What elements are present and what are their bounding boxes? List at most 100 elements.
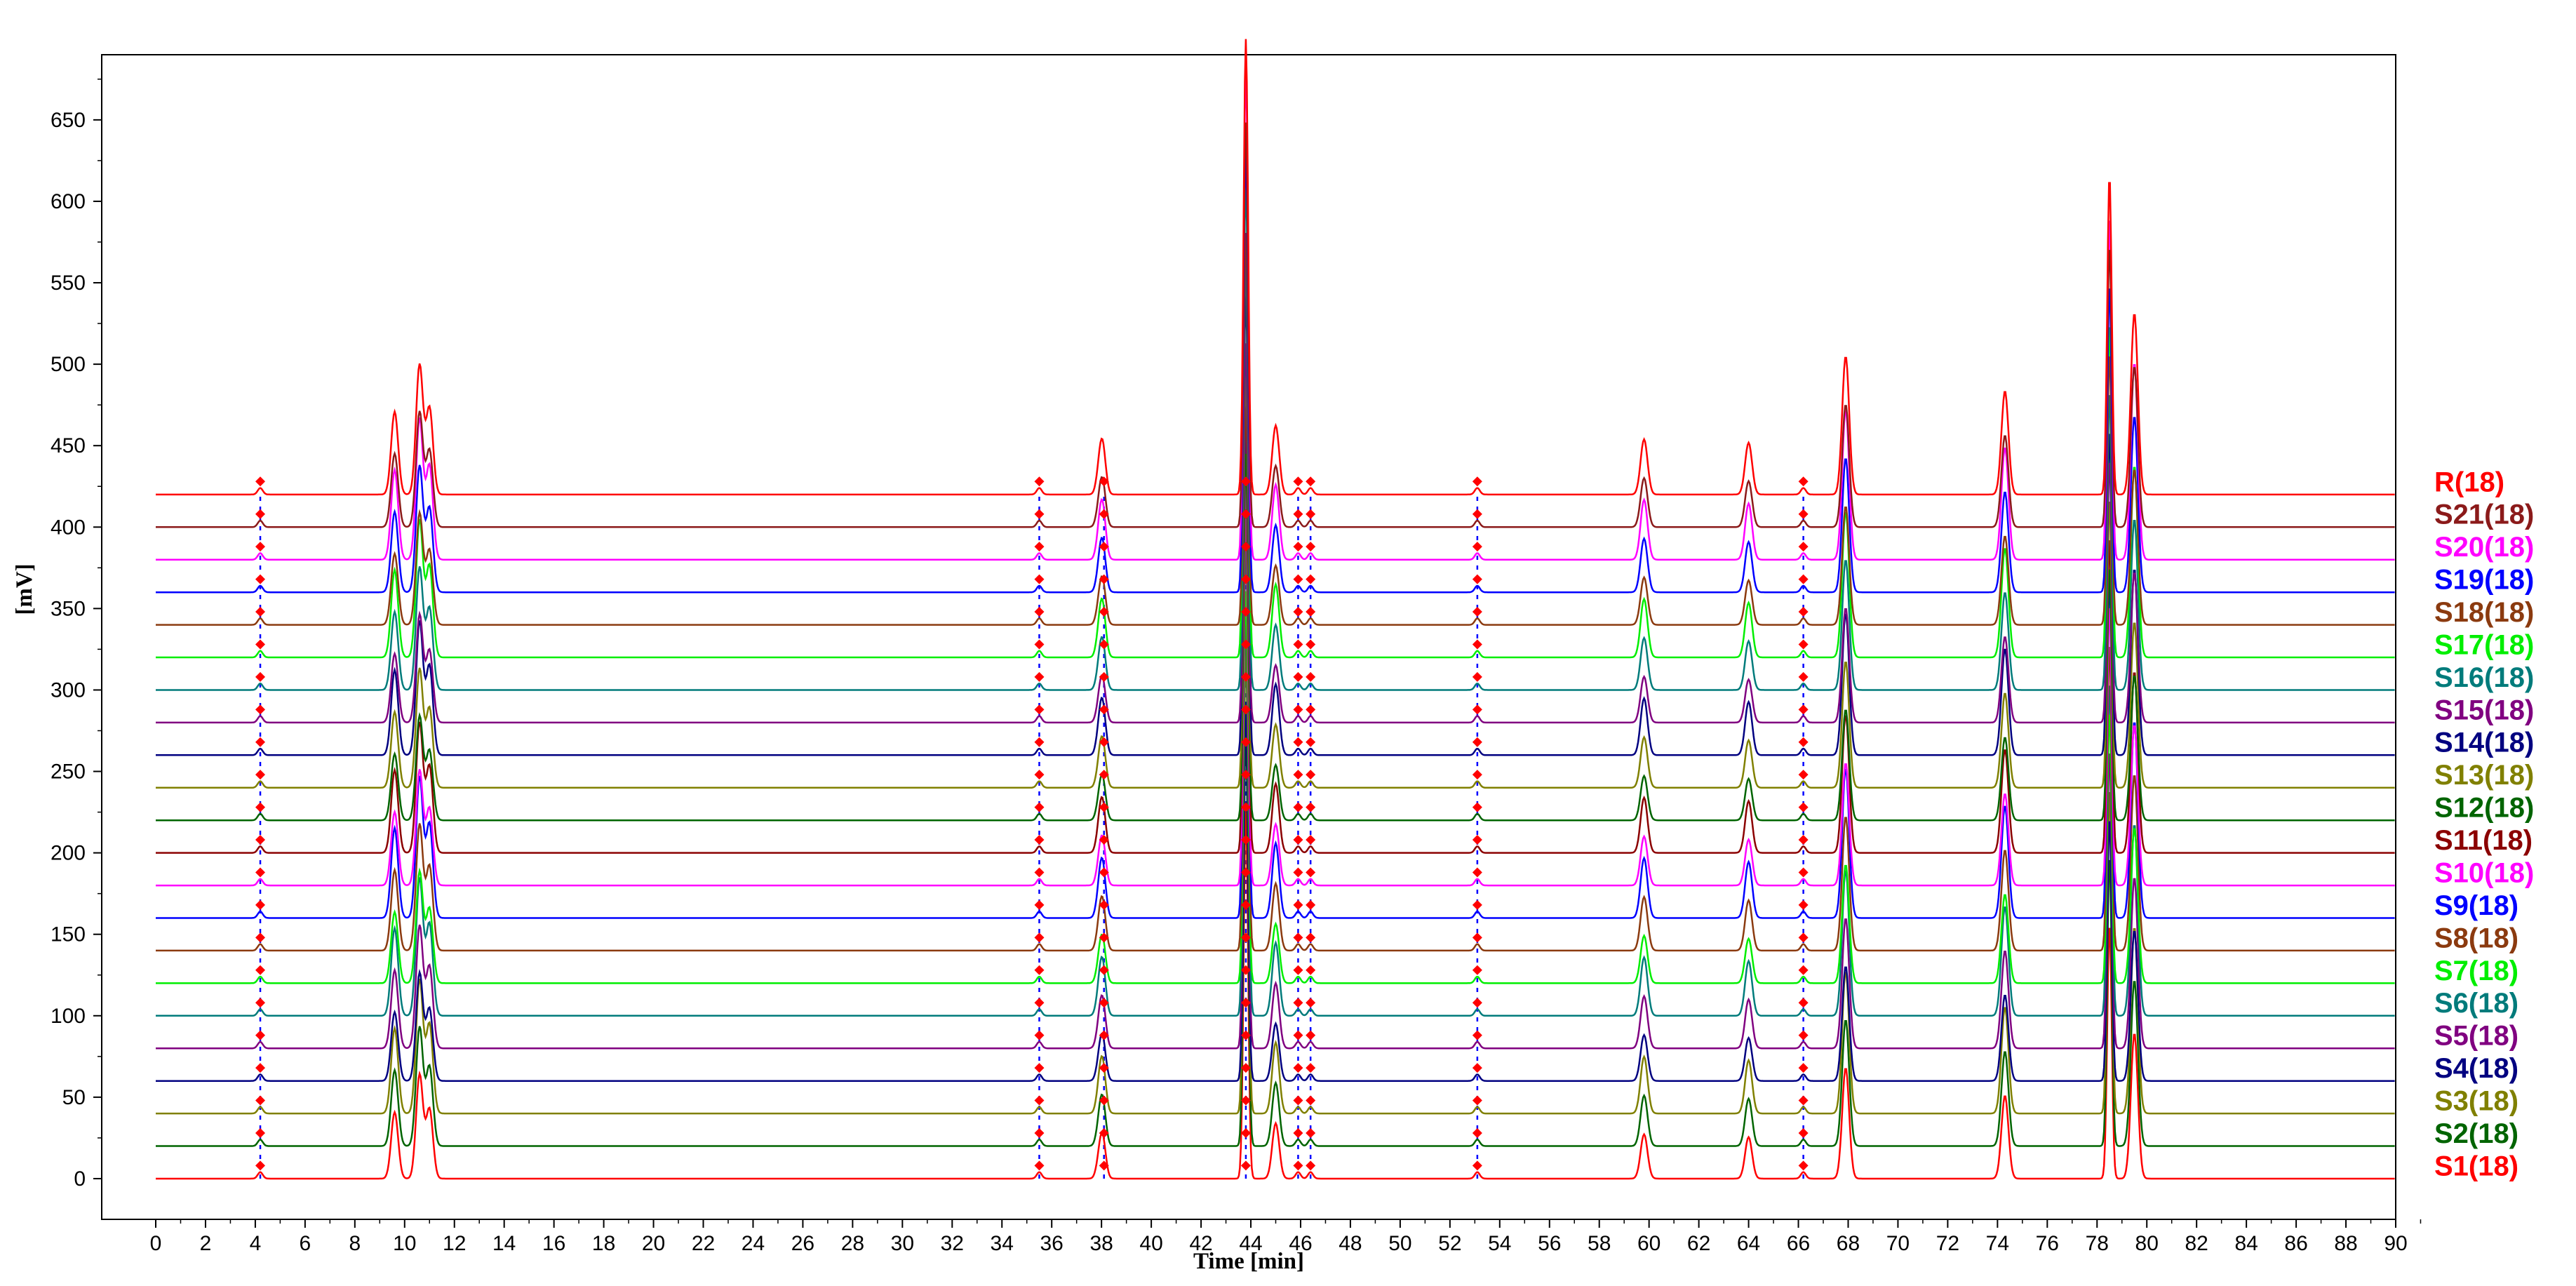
peak-marker xyxy=(1798,1127,1809,1138)
peak-marker xyxy=(1099,932,1109,943)
peak-marker xyxy=(1306,542,1316,552)
peak-marker xyxy=(1293,671,1303,682)
peak-marker xyxy=(255,965,266,975)
peak-marker xyxy=(1472,704,1482,715)
x-tick-label: 76 xyxy=(2036,1232,2059,1255)
peak-marker xyxy=(1306,932,1316,943)
x-tick-label: 44 xyxy=(1239,1232,1262,1255)
y-tick-label: 350 xyxy=(51,597,86,620)
legend-item: S17(18) xyxy=(2434,629,2534,660)
peak-marker xyxy=(1293,607,1303,617)
peak-marker xyxy=(255,1160,266,1171)
peak-marker xyxy=(255,639,266,650)
peak-marker xyxy=(1099,965,1109,975)
peak-marker xyxy=(1472,867,1482,878)
peak-marker xyxy=(1034,932,1045,943)
trace-S6(18) xyxy=(156,535,2395,1017)
peak-marker xyxy=(1798,476,1809,487)
legend-item: S11(18) xyxy=(2434,825,2533,856)
legend-item: R(18) xyxy=(2434,467,2504,497)
x-tick-label: 32 xyxy=(941,1232,964,1255)
peak-marker xyxy=(1306,671,1316,682)
x-tick-label: 50 xyxy=(1388,1232,1411,1255)
peak-marker xyxy=(1472,639,1482,650)
peak-marker xyxy=(1240,639,1251,650)
peak-marker xyxy=(1240,1063,1251,1073)
trace-S15(18) xyxy=(156,343,2395,724)
trace-S3(18) xyxy=(156,645,2395,1115)
legend-item: S13(18) xyxy=(2434,760,2534,791)
peak-marker xyxy=(1472,998,1482,1008)
peak-marker xyxy=(1240,1160,1251,1171)
peak-marker xyxy=(1034,802,1045,812)
peak-marker xyxy=(1306,607,1316,617)
peak-marker xyxy=(1293,965,1303,975)
peak-marker xyxy=(1240,998,1251,1008)
trace-S12(18) xyxy=(156,453,2395,822)
peak-marker xyxy=(1034,639,1045,650)
peak-marker xyxy=(1798,965,1809,975)
peak-marker xyxy=(1240,671,1251,682)
x-tick-label: 26 xyxy=(791,1232,814,1255)
peak-marker xyxy=(1798,1095,1809,1106)
y-tick-label: 0 xyxy=(74,1167,86,1191)
peak-marker xyxy=(1306,770,1316,780)
peak-marker xyxy=(1099,542,1109,552)
peak-marker xyxy=(1798,802,1809,812)
peak-marker xyxy=(1099,998,1109,1008)
peak-marker xyxy=(1293,704,1303,715)
peak-marker xyxy=(1099,835,1109,845)
legend-item: S1(18) xyxy=(2434,1151,2518,1181)
peak-marker xyxy=(1472,1063,1482,1073)
peak-marker xyxy=(1293,867,1303,878)
peak-marker xyxy=(1034,899,1045,910)
peak-marker xyxy=(255,607,266,617)
chromatogram-traces xyxy=(156,39,2395,1180)
peak-marker xyxy=(1240,704,1251,715)
x-tick-label: 40 xyxy=(1139,1232,1162,1255)
peak-marker xyxy=(1240,1095,1251,1106)
peak-marker xyxy=(1306,574,1316,584)
peak-marker xyxy=(1293,1160,1303,1171)
peak-marker xyxy=(1798,932,1809,943)
x-tick-label: 16 xyxy=(542,1232,565,1255)
peak-marker xyxy=(1472,1127,1482,1138)
trace-S9(18) xyxy=(156,424,2395,919)
trace-S17(18) xyxy=(156,176,2395,659)
peak-marker xyxy=(1034,770,1045,780)
x-tick-label: 4 xyxy=(250,1232,262,1255)
peak-marker xyxy=(1240,574,1251,584)
y-tick-label: 50 xyxy=(62,1086,86,1109)
peak-marker xyxy=(1099,671,1109,682)
peak-marker xyxy=(1472,542,1482,552)
x-tick-label: 70 xyxy=(1886,1232,1910,1255)
peak-marker xyxy=(1306,1160,1316,1171)
x-tick-label: 90 xyxy=(2384,1232,2407,1255)
peak-marker xyxy=(1293,998,1303,1008)
peak-marker xyxy=(1099,899,1109,910)
peak-marker xyxy=(1798,899,1809,910)
trace-S13(18) xyxy=(156,370,2395,789)
trace-S18(18) xyxy=(156,232,2395,626)
peak-marker xyxy=(1293,932,1303,943)
peak-marker xyxy=(1034,1127,1045,1138)
x-axis: 0 2 4 6 8 10 12 14 16 18 20 22 24 26 28 30 32 34 36 38 40 42 4… xyxy=(150,1219,2422,1255)
peak-marker xyxy=(1293,574,1303,584)
peak-marker xyxy=(255,704,266,715)
legend-item: S16(18) xyxy=(2434,662,2534,693)
peak-marker xyxy=(1099,867,1109,878)
peak-marker xyxy=(255,671,266,682)
trace-R(18) xyxy=(156,39,2395,496)
peak-marker xyxy=(1240,1127,1251,1138)
peak-marker xyxy=(255,802,266,812)
peak-marker xyxy=(1306,1095,1316,1106)
peak-marker xyxy=(1034,607,1045,617)
peak-marker xyxy=(1240,835,1251,845)
peak-marker xyxy=(255,574,266,584)
legend-item: S7(18) xyxy=(2434,956,2518,986)
peak-marker xyxy=(1472,1030,1482,1040)
legend-item: S14(18) xyxy=(2434,728,2534,758)
peak-marker xyxy=(1099,737,1109,747)
legend-item: S3(18) xyxy=(2434,1086,2518,1117)
